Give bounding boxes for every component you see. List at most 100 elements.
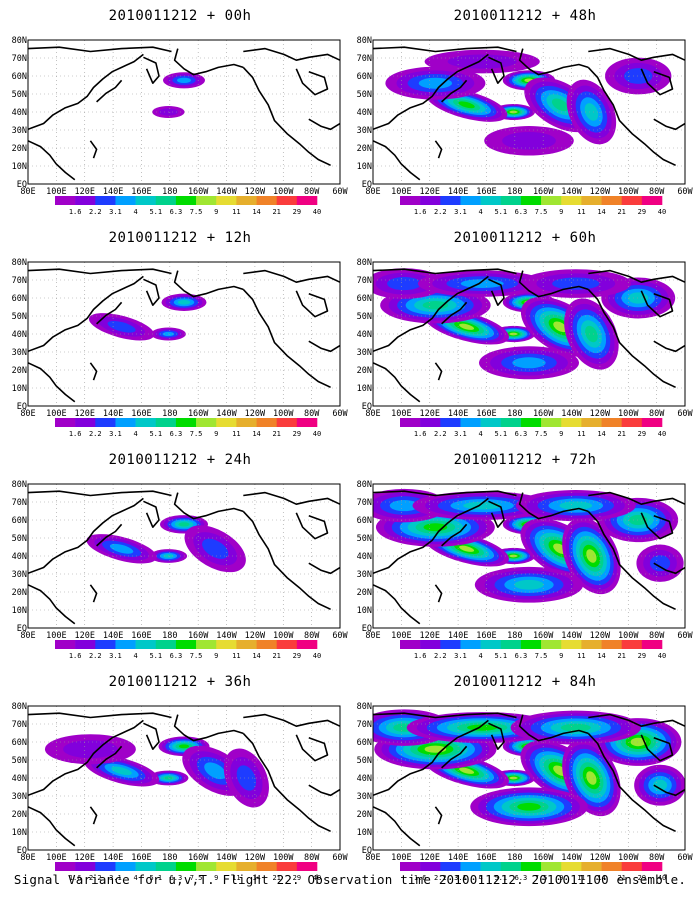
coastline	[28, 712, 172, 719]
lon-label: 140W	[216, 631, 237, 641]
colorbar-label: 9	[559, 430, 563, 438]
lat-label: 50N	[12, 534, 27, 544]
colorbar-label: 1.6	[414, 430, 427, 438]
coastline	[488, 500, 505, 528]
colorbar-label: 9	[559, 208, 563, 216]
colorbar-label: 2.2	[434, 652, 447, 660]
lon-label: 100E	[391, 853, 411, 863]
lat-label: 20N	[357, 810, 372, 820]
colorbar-swatch	[541, 418, 562, 427]
colorbar-swatch	[520, 640, 542, 649]
colorbar-swatch	[500, 418, 522, 427]
colorbar-label: 3.1	[454, 874, 467, 882]
coastline	[28, 140, 76, 181]
colorbar-label: 21	[617, 208, 625, 216]
variance-contour	[178, 744, 190, 749]
lat-label: 60N	[12, 294, 27, 304]
lon-label: 140E	[448, 853, 468, 863]
lat-label: 30N	[12, 126, 27, 136]
colorbar-swatch	[581, 862, 602, 871]
lon-label: 160E	[476, 187, 496, 197]
colorbar-swatch	[95, 418, 116, 427]
lat-label: 70N	[12, 498, 27, 508]
coastline	[89, 140, 98, 159]
coastline	[28, 719, 144, 797]
lon-label: 80E	[365, 853, 380, 863]
coastline	[295, 290, 329, 318]
coastline	[173, 492, 244, 520]
colorbar-label: 11	[577, 874, 585, 882]
lat-label: 20N	[357, 366, 372, 376]
coastline	[373, 362, 421, 403]
lat-label: EQ	[362, 402, 372, 412]
lat-label: 60N	[12, 738, 27, 748]
colorbar-label: 21	[272, 874, 280, 882]
variance-contour	[458, 101, 475, 109]
colorbar-label: 7.5	[190, 430, 203, 438]
colorbar-swatch	[460, 640, 481, 649]
lat-label: 50N	[12, 756, 27, 766]
coastline	[518, 492, 589, 520]
coastline	[173, 48, 244, 76]
panel-title: 2010011212 + 00h	[108, 8, 252, 24]
coastline	[488, 278, 505, 306]
lon-label: 80E	[20, 631, 35, 641]
colorbar-swatch	[276, 640, 298, 649]
figure-caption: Signal Variance for u,v,T. Flight 22. Ob…	[13, 872, 687, 887]
colorbar-label: 5.1	[494, 208, 507, 216]
coastline	[242, 732, 331, 833]
lat-label: 70N	[12, 276, 27, 286]
coastline	[89, 362, 98, 381]
colorbar-label: 29	[293, 208, 301, 216]
lon-label: 160W	[188, 409, 209, 419]
colorbar-swatch	[196, 196, 217, 205]
map-panel: 2010011212 + 12h 80N 70N 60N 50N 40N 30N 20N 10N…	[10, 222, 350, 444]
lon-label: 80E	[365, 631, 380, 641]
lon-label: 140W	[561, 409, 582, 419]
lon-label: 60W	[677, 187, 693, 197]
colorbar-label: 7.5	[190, 208, 203, 216]
lat-label: 70N	[12, 720, 27, 730]
lon-label: 60W	[332, 409, 348, 419]
coastline	[653, 118, 685, 131]
lat-label: EQ	[17, 624, 27, 634]
lon-label: 120W	[590, 409, 611, 419]
colorbar-label: 14	[597, 652, 605, 660]
lon-label: 60W	[332, 631, 348, 641]
lat-label: 80N	[12, 36, 27, 46]
coastline	[588, 47, 685, 61]
coastline	[587, 732, 676, 833]
variance-contour	[447, 54, 517, 69]
colorbar-label: 4	[479, 874, 483, 882]
lon-label: 140E	[448, 631, 468, 641]
lat-label: 20N	[12, 366, 27, 376]
lon-label: 160E	[131, 631, 151, 641]
colorbar-swatch	[175, 640, 197, 649]
colorbar-label: 11	[232, 430, 240, 438]
colorbar-label: 40	[658, 652, 666, 660]
variance-contour	[389, 500, 419, 512]
lon-label: 120E	[419, 187, 439, 197]
colorbar-swatch	[420, 196, 441, 205]
colorbar-swatch	[276, 862, 298, 871]
variance-contour	[649, 555, 671, 572]
coastline	[243, 491, 340, 505]
colorbar-label: 7.5	[535, 652, 548, 660]
lat-label: 10N	[12, 606, 27, 616]
coastline	[96, 301, 123, 325]
lat-label: 10N	[357, 606, 372, 616]
lat-label: 50N	[357, 756, 372, 766]
colorbar-label: 2.2	[89, 208, 102, 216]
coastline	[434, 584, 443, 603]
colorbar-swatch	[256, 418, 277, 427]
colorbar-swatch	[581, 196, 602, 205]
lon-label: 100E	[391, 631, 411, 641]
coastline	[441, 523, 468, 547]
lon-label: 160W	[188, 187, 209, 197]
lon-label: 80E	[20, 853, 35, 863]
colorbar-label: 21	[272, 208, 280, 216]
colorbar-swatch	[601, 862, 622, 871]
